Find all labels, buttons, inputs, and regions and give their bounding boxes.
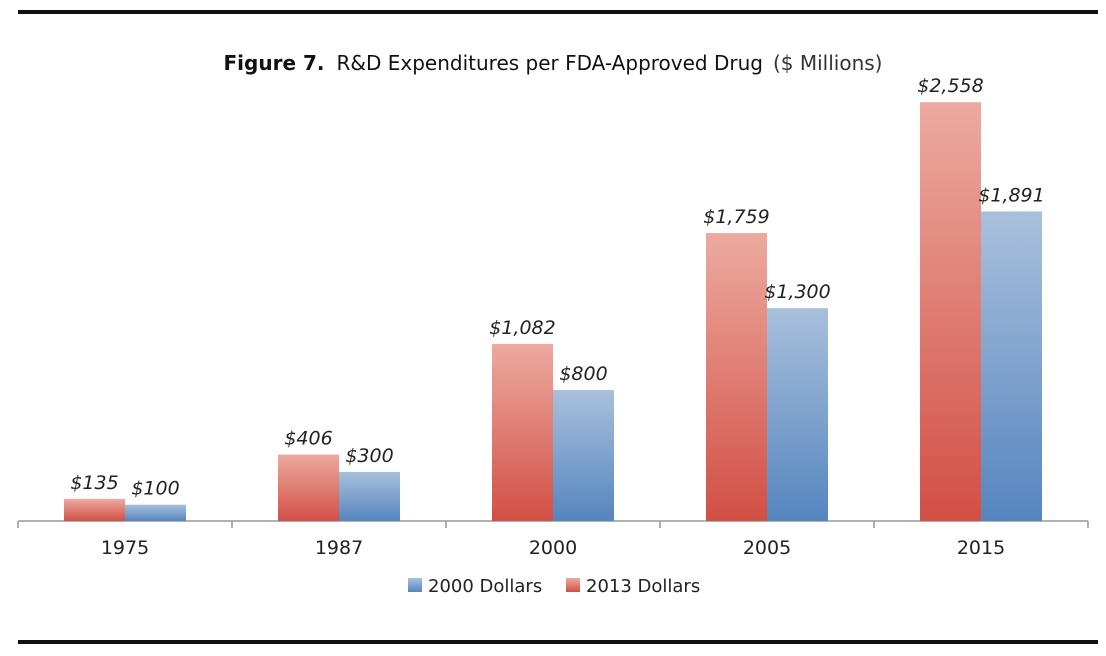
data-label-2000-dollars-1975: $100 xyxy=(131,478,179,500)
legend-label-2000-dollars: 2000 Dollars xyxy=(428,576,542,597)
bar-2013-dollars-1975 xyxy=(64,498,125,521)
data-label-2000-dollars-2005: $1,300 xyxy=(764,281,830,303)
data-label-2013-dollars-2000: $1,082 xyxy=(489,317,555,339)
legend-label-2013-dollars: 2013 Dollars xyxy=(586,576,700,597)
data-label-2000-dollars-2015: $1,891 xyxy=(978,184,1044,206)
x-tick-label-1975: 1975 xyxy=(101,537,149,559)
data-label-2013-dollars-1975: $135 xyxy=(70,472,118,494)
top-rule xyxy=(18,10,1098,14)
plot-area: $135 $100 1975 $406 $300 1987 $1,082 $800 2000 $1… xyxy=(17,75,1089,559)
x-tick-label-2015: 2015 xyxy=(957,537,1005,559)
chart-title-prefix: Figure 7. xyxy=(224,51,325,75)
data-label-2000-dollars-1987: $300 xyxy=(345,445,393,467)
data-label-2013-dollars-2015: $2,558 xyxy=(917,75,983,97)
chart-title-unit: ($ Millions) xyxy=(773,51,883,75)
bar-2000-dollars-1987 xyxy=(339,471,400,521)
bar-2000-dollars-2015 xyxy=(981,211,1042,522)
data-label-2013-dollars-2005: $1,759 xyxy=(703,206,769,228)
data-label-2000-dollars-2000: $800 xyxy=(559,363,607,385)
x-tick-label-1987: 1987 xyxy=(315,537,363,559)
bar-2013-dollars-2000 xyxy=(492,343,553,521)
bar-2000-dollars-2005 xyxy=(767,308,828,521)
bar-2013-dollars-2005 xyxy=(706,233,767,522)
bar-2000-dollars-1975 xyxy=(125,504,186,521)
x-tick-label-2000: 2000 xyxy=(529,537,577,559)
data-label-2013-dollars-1987: $406 xyxy=(284,428,332,450)
x-tick-label-2005: 2005 xyxy=(743,537,791,559)
legend: 2000 Dollars 2013 Dollars xyxy=(408,576,700,597)
bar-2000-dollars-2000 xyxy=(553,390,614,521)
bar-2013-dollars-1987 xyxy=(278,454,339,521)
bottom-rule xyxy=(18,640,1098,644)
legend-swatch-2013-dollars xyxy=(566,578,580,592)
bar-2013-dollars-2015 xyxy=(920,102,981,522)
legend-swatch-2000-dollars xyxy=(408,578,422,592)
chart-title-text: R&D Expenditures per FDA-Approved Drug xyxy=(337,51,763,75)
chart-title: Figure 7. R&D Expenditures per FDA-Appro… xyxy=(224,51,883,75)
